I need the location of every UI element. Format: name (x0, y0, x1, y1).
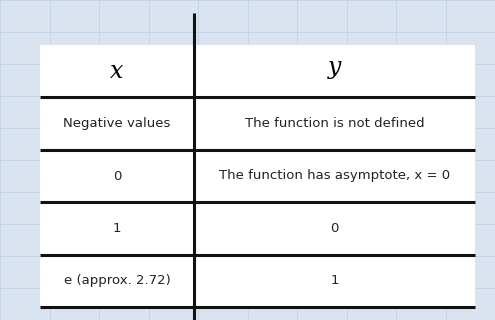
Text: e (approx. 2.72): e (approx. 2.72) (63, 275, 170, 287)
Text: 0: 0 (331, 222, 339, 235)
Text: 1: 1 (331, 275, 339, 287)
Text: 0: 0 (113, 170, 121, 182)
Text: x: x (110, 60, 124, 83)
Text: The function is not defined: The function is not defined (245, 117, 425, 130)
Text: 1: 1 (113, 222, 121, 235)
Text: Negative values: Negative values (63, 117, 171, 130)
Bar (40, 45, 475, 307)
Text: The function has asymptote, x = 0: The function has asymptote, x = 0 (219, 170, 450, 182)
Text: y: y (328, 56, 342, 79)
